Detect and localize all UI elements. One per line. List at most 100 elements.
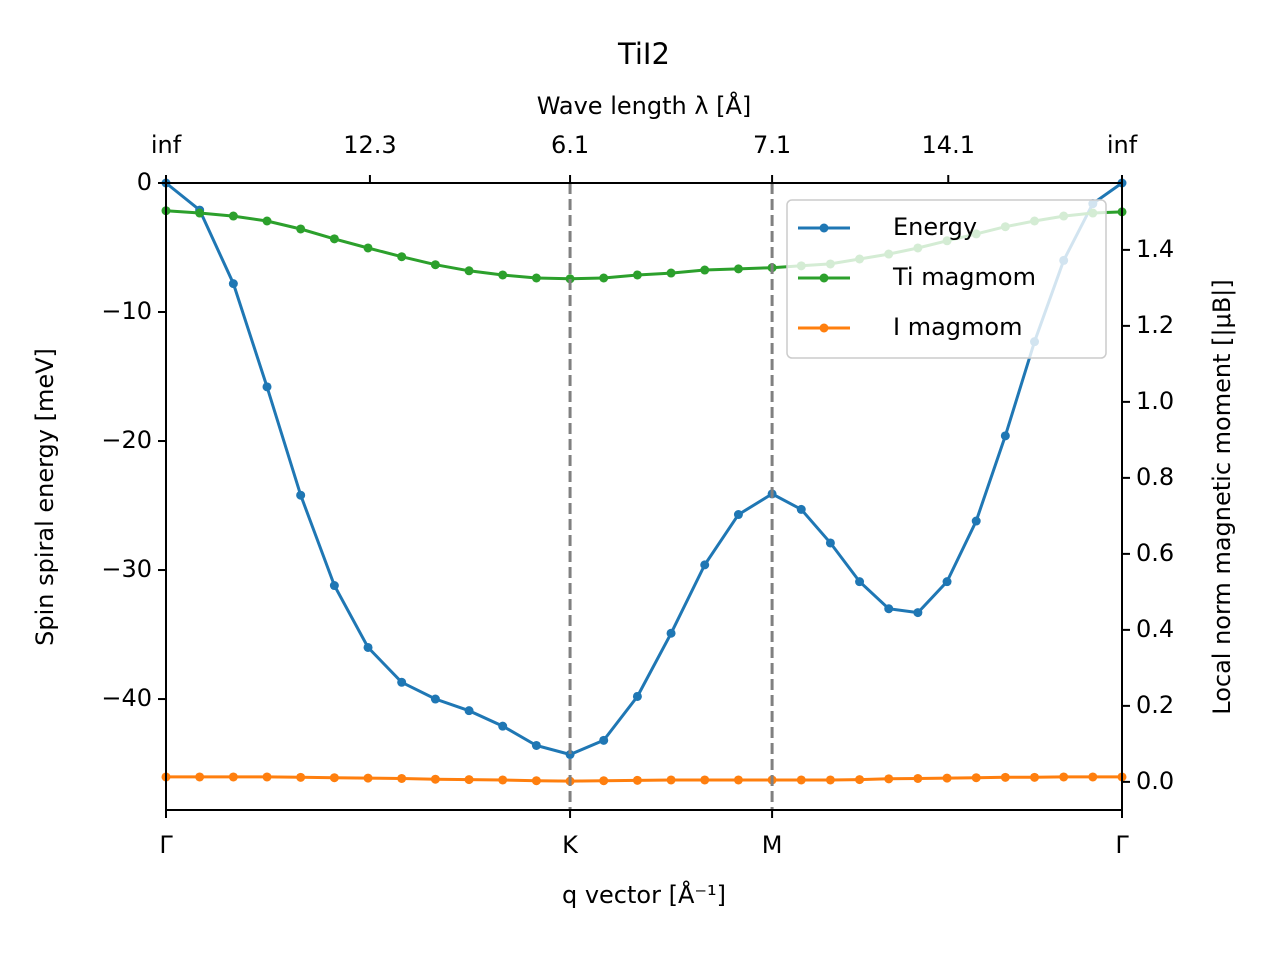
data-point (430, 260, 440, 270)
legend-label: Energy (893, 213, 977, 241)
data-point (733, 264, 743, 274)
data-point (884, 774, 894, 784)
data-point (971, 773, 981, 783)
legend-box (786, 199, 1107, 359)
data-point (531, 740, 541, 750)
y2-tick-label: 1.2 (1136, 311, 1174, 339)
data-point (296, 490, 306, 500)
data-point (262, 772, 272, 782)
y2-tick-label: 1.4 (1136, 235, 1174, 263)
data-point (430, 774, 440, 784)
x2-tick-label: inf (1107, 131, 1138, 159)
x2-tick-label: 14.1 (922, 131, 975, 159)
data-point (733, 510, 743, 520)
data-point (913, 773, 923, 783)
data-point (296, 772, 306, 782)
data-point (329, 234, 339, 244)
data-point (397, 252, 407, 262)
data-point (329, 773, 339, 783)
data-point (796, 775, 806, 785)
data-point (1000, 772, 1010, 782)
y-tick-label: −20 (101, 426, 152, 454)
data-point (599, 273, 609, 283)
data-point (700, 265, 710, 275)
data-point (262, 382, 272, 392)
data-point (666, 628, 676, 638)
x2-tick-label: 12.3 (343, 131, 396, 159)
plot-frame (165, 182, 1123, 811)
data-point (700, 775, 710, 785)
data-point (498, 721, 508, 731)
data-point (942, 577, 952, 587)
data-point (733, 775, 743, 785)
data-point (228, 772, 238, 782)
data-point (363, 243, 373, 253)
x-tick-label: Γ (159, 831, 173, 859)
data-point (1000, 431, 1010, 441)
data-point (700, 560, 710, 570)
data-point (195, 772, 205, 782)
y-tick-label: −30 (101, 555, 152, 583)
data-point (464, 266, 474, 276)
data-point (942, 773, 952, 783)
chart-title: TiI2 (617, 37, 670, 71)
data-point (599, 735, 609, 745)
x2-axis-label: Wave length λ [Å] (537, 91, 752, 120)
data-point (195, 208, 205, 218)
legend-label: Ti magmom (892, 263, 1036, 291)
y2-tick-label: 0.8 (1136, 463, 1174, 491)
data-point (855, 775, 865, 785)
x-tick-label: M (762, 831, 783, 859)
data-point (884, 604, 894, 614)
data-point (329, 581, 339, 591)
data-point (666, 268, 676, 278)
data-point (565, 750, 575, 760)
data-point (632, 691, 642, 701)
data-point (1059, 772, 1069, 782)
y-axis-label: Spin spiral energy [meV] (31, 348, 59, 646)
data-point (363, 773, 373, 783)
legend-marker (819, 273, 829, 283)
data-point (464, 706, 474, 716)
data-point (531, 776, 541, 786)
legend-marker (819, 223, 829, 233)
data-point (913, 608, 923, 618)
data-point (971, 516, 981, 526)
data-point (632, 775, 642, 785)
x-tick-label: K (562, 831, 579, 859)
y-tick-label: 0 (137, 168, 152, 196)
data-point (228, 279, 238, 289)
data-point (228, 211, 238, 221)
y2-axis-label: Local norm magnetic moment [|μB|] (1208, 279, 1236, 714)
y-tick-label: −40 (101, 684, 152, 712)
y2-tick-label: 0.4 (1136, 615, 1174, 643)
y-tick-label: −10 (101, 297, 152, 325)
data-point (825, 538, 835, 548)
data-point (296, 224, 306, 234)
y2-tick-label: 0.6 (1136, 539, 1174, 567)
data-point (430, 694, 440, 704)
x2-tick-label: 7.1 (753, 131, 791, 159)
y2-tick-label: 1.0 (1136, 387, 1174, 415)
data-point (498, 775, 508, 785)
data-point (565, 274, 575, 284)
data-point (666, 775, 676, 785)
x2-tick-label: 6.1 (551, 131, 589, 159)
data-point (1030, 772, 1040, 782)
data-point (397, 677, 407, 687)
x2-tick-label: inf (151, 131, 182, 159)
data-point (599, 776, 609, 786)
data-point (1088, 772, 1098, 782)
data-point (262, 216, 272, 226)
y2-tick-label: 0.2 (1136, 691, 1174, 719)
legend-marker (819, 323, 829, 333)
data-point (632, 270, 642, 280)
data-point (498, 270, 508, 280)
data-point (825, 775, 835, 785)
data-point (855, 577, 865, 587)
data-point (397, 773, 407, 783)
legend-label: I magmom (893, 313, 1022, 341)
y2-tick-label: 0.0 (1136, 767, 1174, 795)
x-axis-label: q vector [Å⁻¹] (562, 880, 726, 909)
